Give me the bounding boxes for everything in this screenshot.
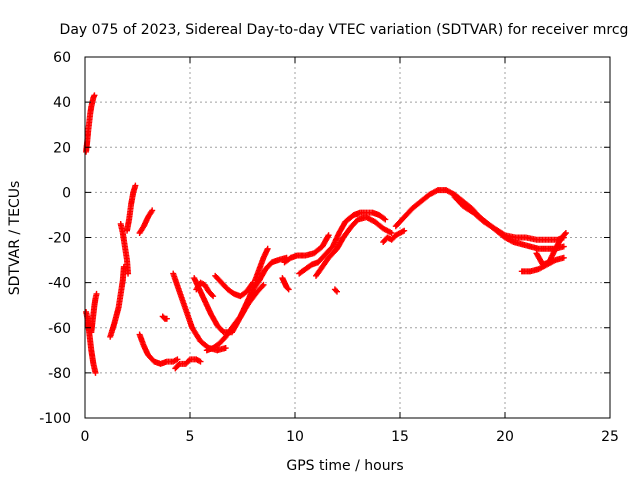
series-arc-20	[296, 209, 389, 277]
series-arc-6	[124, 182, 139, 234]
series-arc-4	[107, 263, 127, 340]
y-tick-label: -80	[48, 366, 71, 382]
x-tick-label: 10	[286, 429, 304, 445]
series-arc-7	[136, 207, 156, 236]
y-tick-label: 0	[62, 185, 71, 201]
data-point	[285, 286, 292, 293]
series-arc-9	[159, 313, 170, 322]
data-point	[163, 315, 170, 322]
series-arc-27	[533, 229, 569, 268]
data-point	[560, 254, 567, 261]
data-point	[210, 293, 217, 300]
data-point	[381, 215, 388, 222]
data-point	[561, 231, 568, 238]
data-point	[92, 369, 99, 376]
series-arc-2	[83, 308, 99, 376]
x-axis-label: GPS time / hours	[286, 458, 403, 474]
data-point	[401, 227, 408, 234]
axes: 0 5 10 15 20 25 -100 -80 -60 -40 -20 0 20 40 60	[39, 50, 619, 445]
data-point	[149, 207, 156, 214]
x-tick-label: 5	[186, 429, 195, 445]
series-arc-26	[518, 254, 567, 275]
series-arc-15	[212, 272, 256, 300]
series-arc-11	[170, 270, 229, 354]
series-arc-13	[193, 279, 217, 300]
y-tick-label: 20	[53, 140, 71, 156]
data-point	[91, 92, 98, 99]
data-point	[560, 243, 567, 250]
series-arc-5	[117, 220, 132, 277]
y-axis-label: SDTVAR / TECUs	[7, 181, 23, 296]
y-tick-label: -60	[48, 321, 71, 337]
data-point	[284, 285, 291, 292]
data-point	[332, 287, 339, 294]
data-point	[197, 358, 204, 365]
x-tick-label: 20	[496, 429, 514, 445]
data-point	[174, 356, 181, 363]
data-point	[264, 245, 271, 252]
y-tick-label: -40	[48, 276, 71, 292]
series-arc-10	[172, 356, 204, 372]
series-arc-8	[136, 331, 181, 367]
data-point	[260, 281, 267, 288]
series-arc-19	[281, 232, 332, 266]
data-point	[93, 290, 100, 297]
data-point	[125, 270, 132, 277]
series-arc-18	[279, 275, 292, 293]
y-tick-label: 60	[53, 50, 71, 66]
data-point	[222, 345, 229, 352]
data-point	[259, 283, 266, 290]
series-arc-24	[392, 187, 567, 252]
series-arc-21	[313, 214, 395, 279]
chart-title: Day 075 of 2023, Sidereal Day-to-day VTE…	[60, 22, 629, 38]
x-tick-label: 25	[601, 429, 619, 445]
data-point	[325, 232, 332, 239]
series-arc-22	[331, 286, 340, 295]
x-tick-label: 15	[391, 429, 409, 445]
data-series	[83, 92, 569, 376]
data-point	[382, 216, 389, 223]
series-arc-17	[252, 245, 271, 284]
series-arc-23	[380, 227, 408, 246]
data-point	[120, 263, 127, 270]
y-tick-label: -20	[48, 231, 71, 247]
y-tick-label: -100	[39, 411, 71, 427]
data-point	[388, 229, 395, 236]
x-tick-label: 0	[81, 429, 90, 445]
data-point	[132, 182, 139, 189]
series-arc-3	[88, 290, 100, 336]
data-point	[334, 288, 340, 295]
data-point	[209, 292, 216, 299]
y-tick-label: 40	[53, 95, 71, 111]
data-point	[562, 229, 569, 236]
